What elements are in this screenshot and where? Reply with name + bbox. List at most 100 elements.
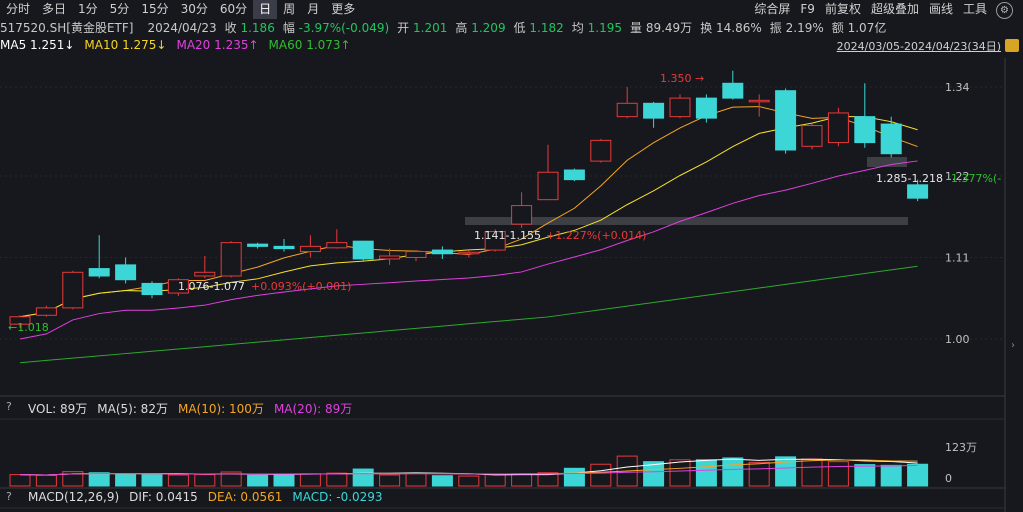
security-code: 517520.SH[黄金股ETF]: [0, 21, 134, 35]
candle: [458, 250, 480, 258]
volume-bar: [484, 474, 506, 487]
candle: [405, 250, 427, 262]
range-settings-icon[interactable]: [1005, 39, 1019, 52]
tool-gongju[interactable]: 工具: [962, 2, 987, 16]
settings-gear-icon[interactable]: ⚙: [996, 2, 1013, 19]
volume-bar: [590, 463, 612, 487]
volume-bar: [62, 471, 84, 487]
volume-bar: [220, 471, 242, 487]
candle: [115, 257, 137, 284]
tf-60min[interactable]: 60分: [219, 2, 248, 16]
amp-value: 2.19%: [785, 21, 824, 35]
high-marker: 1.350 →: [660, 72, 704, 85]
tf-month[interactable]: 月: [307, 2, 320, 16]
price-tick-label: 1.11: [945, 251, 970, 264]
amount-label: 额: [831, 21, 844, 35]
volume-bar: [801, 458, 823, 487]
candle: [431, 246, 453, 259]
tool-chaojidiejia[interactable]: 超级叠加: [870, 2, 919, 16]
candle: [141, 281, 163, 299]
turnover-label: 换: [700, 21, 713, 35]
close-value: 1.186: [240, 21, 275, 35]
amount-value: 1.07亿: [847, 21, 887, 35]
tf-15min[interactable]: 15分: [141, 2, 169, 16]
volume-bar: [907, 463, 929, 487]
annotation-range-1: 1.076-1.077: [178, 280, 245, 293]
annotation-pct-1: +0.093%(+0.001): [251, 280, 351, 293]
volume-bar: [511, 473, 533, 487]
volume-bar: [431, 475, 453, 487]
vol-axis-top: 123万: [945, 441, 977, 454]
tf-week[interactable]: 周: [283, 2, 296, 16]
candle: [379, 248, 401, 265]
candle: [537, 144, 559, 201]
tf-day[interactable]: 日: [253, 0, 278, 19]
candle: [167, 278, 189, 297]
volume-bar: [775, 456, 797, 487]
vol-ma20: MA(20): 89万: [273, 402, 353, 416]
volume-bar: [115, 473, 137, 487]
tf-fenshi[interactable]: 分时: [6, 2, 31, 16]
volume-bar: [643, 461, 665, 487]
volume-bar: [9, 474, 31, 487]
close-label: 收: [224, 21, 237, 35]
tf-duori[interactable]: 多日: [42, 2, 67, 16]
volume-bar: [722, 457, 744, 487]
macd-dea: DEA: 0.0561: [207, 490, 283, 504]
tool-zonghe[interactable]: 综合屏: [754, 2, 791, 16]
annotation-pct-2: +1.227%(+0.014): [546, 229, 646, 242]
low-marker: ←1.018: [8, 321, 49, 334]
candle: [62, 270, 84, 310]
price-tick-label: 1.00: [945, 333, 970, 346]
ma5-label: MA5 1.251↓: [0, 38, 75, 52]
tool-qianfuquan[interactable]: 前复权: [824, 2, 861, 16]
price-tick-label: 1.34: [945, 81, 970, 94]
help-icon-2[interactable]: ?: [6, 490, 12, 503]
volume-bar: [695, 459, 717, 487]
ma10-label: MA10 1.275↓: [84, 38, 167, 52]
annotation-pct-3: -1.377%(-: [947, 172, 1001, 185]
volume-bar: [563, 467, 585, 487]
macd-legend: ? MACD(12,26,9) DIF: 0.0415 DEA: 0.0561 …: [0, 490, 383, 508]
candle: [352, 240, 374, 262]
candle: [775, 88, 797, 154]
tf-5min[interactable]: 5分: [109, 2, 130, 16]
candle: [247, 242, 269, 249]
volume-bar: [141, 474, 163, 487]
candle: [35, 305, 57, 317]
candle: [88, 235, 110, 279]
quote-bar: 517520.SH[黄金股ETF] 2024/04/23 收 1.186 幅 -…: [0, 19, 886, 38]
tf-more[interactable]: 更多: [331, 2, 356, 16]
change-label: 幅: [282, 21, 295, 35]
candle: [194, 255, 216, 279]
open-value: 1.201: [413, 21, 448, 35]
volume-bar: [194, 474, 216, 487]
top-toolbar: 分时 多日 1分 5分 15分 30分 60分 日 周 月 更多: [0, 0, 1023, 19]
volume-bar: [273, 474, 295, 487]
macd-dif: DIF: 0.0415: [129, 490, 198, 504]
tool-huaxian[interactable]: 画线: [928, 2, 953, 16]
help-icon[interactable]: ?: [6, 400, 12, 413]
macd-title: MACD(12,26,9): [28, 490, 120, 504]
candle: [722, 70, 744, 100]
candle: [590, 138, 612, 163]
ma-legend: MA5 1.251↓ MA10 1.275↓ MA20 1.235↑ MA60 …: [0, 38, 351, 56]
candle: [643, 101, 665, 128]
low-label: 低: [513, 21, 526, 35]
chevron-right-icon[interactable]: ›: [1011, 340, 1015, 351]
tool-f9[interactable]: F9: [800, 2, 815, 16]
volume-bar: [827, 461, 849, 487]
ma60-line: [19, 265, 918, 364]
open-label: 开: [397, 21, 410, 35]
ma20-label: MA20 1.235↑: [176, 38, 259, 52]
candle: [669, 94, 691, 119]
change-value: -3.97%(-0.049): [298, 21, 390, 35]
tf-1min[interactable]: 1分: [78, 2, 98, 16]
candle: [907, 179, 929, 202]
highlight-band-1: [465, 217, 908, 225]
macd-value: MACD: -0.0293: [292, 490, 383, 504]
ma20-line: [19, 160, 918, 340]
date-range[interactable]: 2024/03/05-2024/04/23(34日): [836, 40, 1001, 53]
tf-30min[interactable]: 30分: [180, 2, 208, 16]
